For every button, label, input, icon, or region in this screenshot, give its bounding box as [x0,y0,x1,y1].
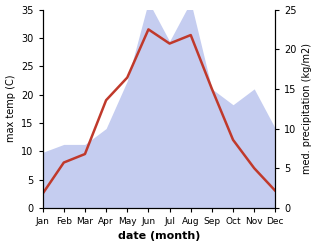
Y-axis label: med. precipitation (kg/m2): med. precipitation (kg/m2) [302,43,313,174]
Y-axis label: max temp (C): max temp (C) [5,75,16,143]
X-axis label: date (month): date (month) [118,231,200,242]
